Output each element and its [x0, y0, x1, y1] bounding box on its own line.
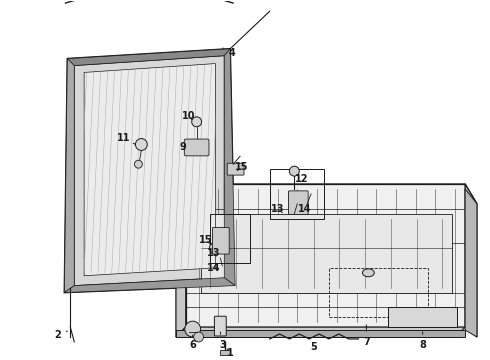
Polygon shape [84, 64, 216, 276]
Polygon shape [84, 64, 216, 276]
Text: 13: 13 [271, 204, 284, 213]
Polygon shape [84, 64, 216, 276]
Circle shape [209, 242, 221, 254]
Bar [270, 169, 324, 219]
Text: 12: 12 [294, 174, 308, 184]
Bar [388, 307, 457, 327]
FancyBboxPatch shape [184, 139, 209, 156]
Text: 5: 5 [309, 339, 318, 352]
Bar [220, 350, 230, 355]
Text: 9: 9 [179, 143, 186, 152]
Polygon shape [84, 64, 216, 276]
Polygon shape [84, 64, 216, 276]
Text: 7: 7 [363, 325, 370, 347]
Polygon shape [64, 49, 235, 293]
Text: 1: 1 [227, 348, 234, 358]
Polygon shape [84, 64, 216, 276]
Text: 14: 14 [297, 204, 311, 213]
Circle shape [192, 117, 201, 127]
Polygon shape [186, 184, 477, 209]
Text: 8: 8 [419, 332, 426, 350]
FancyBboxPatch shape [215, 316, 226, 336]
Polygon shape [64, 59, 74, 293]
Bar [329, 268, 428, 317]
Polygon shape [84, 64, 216, 276]
Polygon shape [84, 64, 216, 276]
Polygon shape [84, 64, 216, 276]
Text: 10: 10 [182, 111, 196, 121]
Polygon shape [74, 56, 224, 285]
Polygon shape [67, 49, 230, 66]
Polygon shape [200, 213, 452, 293]
Text: 11: 11 [117, 132, 135, 144]
Polygon shape [84, 64, 216, 276]
Text: 4: 4 [223, 48, 236, 58]
Polygon shape [186, 184, 465, 327]
Text: 14: 14 [207, 263, 220, 273]
Polygon shape [84, 64, 216, 276]
Polygon shape [84, 64, 216, 276]
Circle shape [135, 139, 147, 150]
FancyBboxPatch shape [213, 228, 229, 254]
Polygon shape [176, 327, 465, 337]
Text: 2: 2 [54, 330, 67, 340]
Polygon shape [84, 64, 216, 276]
Text: 3: 3 [219, 332, 226, 350]
Circle shape [134, 160, 143, 168]
Polygon shape [84, 64, 216, 276]
Polygon shape [224, 49, 235, 285]
Circle shape [290, 166, 299, 176]
Ellipse shape [363, 269, 374, 277]
FancyBboxPatch shape [289, 191, 308, 215]
Circle shape [194, 332, 203, 342]
Polygon shape [64, 278, 235, 293]
Polygon shape [84, 64, 216, 276]
Polygon shape [84, 64, 216, 276]
Circle shape [185, 321, 200, 337]
Bar [211, 213, 250, 263]
Polygon shape [176, 330, 465, 337]
Polygon shape [176, 184, 186, 337]
Polygon shape [84, 64, 216, 276]
Polygon shape [84, 64, 216, 276]
Polygon shape [465, 184, 477, 337]
Polygon shape [84, 64, 216, 276]
Text: 15: 15 [235, 162, 249, 172]
Polygon shape [465, 189, 477, 337]
Polygon shape [84, 64, 216, 276]
Polygon shape [84, 64, 216, 276]
Polygon shape [84, 64, 216, 276]
Text: 15: 15 [199, 235, 212, 245]
FancyBboxPatch shape [227, 163, 244, 175]
Polygon shape [84, 64, 216, 276]
Text: 6: 6 [189, 335, 196, 350]
Text: 13: 13 [207, 248, 220, 258]
